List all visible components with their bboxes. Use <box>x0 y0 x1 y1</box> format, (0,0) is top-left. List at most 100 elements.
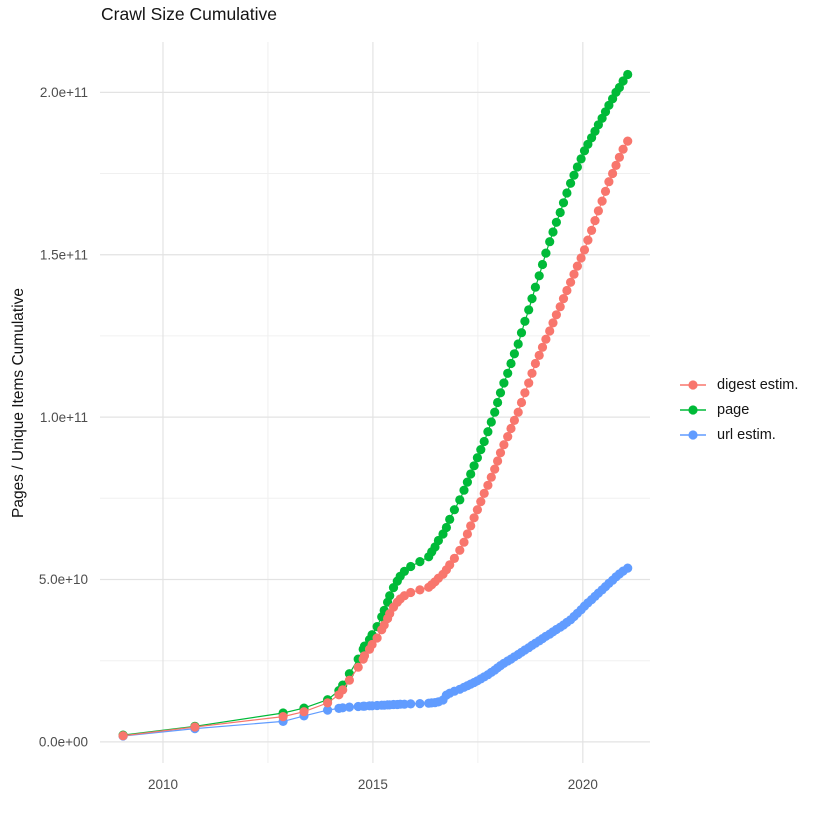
data-point <box>579 245 590 255</box>
data-point <box>623 136 633 146</box>
data-point <box>566 277 576 287</box>
legend-key-point <box>688 380 698 390</box>
data-point <box>493 397 503 408</box>
legend-label-url: url estim. <box>717 427 776 443</box>
chart-title: Crawl Size Cumulative <box>101 4 278 24</box>
legend-label-digest: digest estim. <box>717 377 799 393</box>
legend-label-page: page <box>717 402 750 418</box>
data-point <box>499 378 509 388</box>
data-point <box>462 477 472 487</box>
series-line <box>123 567 629 737</box>
legend-item-page: page <box>678 402 798 418</box>
data-point <box>520 388 530 398</box>
data-point <box>462 529 472 539</box>
y-tick-label: 1.5e+11 <box>40 247 88 262</box>
data-point <box>562 285 572 296</box>
legend-key-url-icon <box>680 430 706 440</box>
data-point <box>558 294 569 304</box>
data-point <box>415 585 425 595</box>
data-point <box>534 271 544 281</box>
data-point <box>449 505 459 515</box>
data-point <box>545 237 555 247</box>
y-tick-label: 2.0e+11 <box>40 85 88 100</box>
data-point <box>597 196 607 206</box>
data-point <box>190 722 200 732</box>
data-point <box>555 207 565 218</box>
data-point <box>455 495 465 505</box>
data-point <box>590 216 600 226</box>
data-point <box>445 514 455 525</box>
data-point <box>524 378 534 388</box>
data-point <box>495 448 506 458</box>
major-gridlines <box>100 42 650 763</box>
data-point <box>576 253 586 263</box>
data-point <box>472 453 482 463</box>
data-point <box>618 144 628 154</box>
data-point <box>520 316 530 326</box>
data-point <box>278 712 288 722</box>
data-point <box>572 261 583 271</box>
x-tick-label: 2010 <box>148 777 178 792</box>
data-point <box>541 248 551 258</box>
data-point <box>516 397 527 408</box>
data-point <box>623 69 633 80</box>
series-digest-estim <box>118 136 633 741</box>
data-point <box>608 168 618 179</box>
data-point <box>530 282 541 292</box>
data-point <box>299 707 309 717</box>
data-point <box>479 488 489 498</box>
data-point <box>583 235 593 245</box>
data-point <box>558 198 569 208</box>
x-axis-labels: 2010 2015 2020 <box>148 777 598 792</box>
data-point <box>493 456 503 466</box>
data-point <box>455 545 465 555</box>
data-point <box>415 557 425 567</box>
data-point <box>359 651 370 661</box>
data-point <box>469 461 479 471</box>
data-point <box>338 685 348 695</box>
x-tick-label: 2020 <box>568 777 598 792</box>
data-point <box>472 505 482 515</box>
data-point <box>495 388 506 398</box>
data-point <box>534 350 544 360</box>
data-point <box>509 415 519 425</box>
data-point <box>503 368 513 378</box>
data-point <box>486 417 496 427</box>
data-point <box>490 464 500 474</box>
legend-key-page-icon <box>680 405 706 415</box>
data-point <box>433 535 443 546</box>
data-point <box>527 368 537 378</box>
data-point <box>551 217 562 227</box>
legend-item-url-estim: url estim. <box>678 427 798 443</box>
data-point <box>509 349 519 359</box>
data-point <box>353 662 363 672</box>
data-point <box>611 160 621 170</box>
data-point <box>600 186 611 196</box>
data-point <box>385 591 395 601</box>
data-point <box>476 497 486 507</box>
data-point <box>604 177 614 187</box>
y-axis-title: Pages / Unique Items Cumulative <box>10 287 27 519</box>
data-point <box>406 587 416 598</box>
legend-key-point <box>688 405 698 415</box>
data-point <box>469 513 479 523</box>
data-point <box>572 162 583 172</box>
data-point <box>537 259 548 270</box>
data-point <box>569 269 579 279</box>
data-point <box>537 342 548 352</box>
data-point <box>118 731 128 741</box>
data-point <box>445 560 455 570</box>
y-axis-labels: 0.0e+00 5.0e+10 1.0e+11 1.5e+11 2.0e+11 <box>39 85 88 750</box>
data-point <box>587 225 597 235</box>
x-tick-label: 2015 <box>358 777 388 792</box>
data-point <box>476 445 486 455</box>
data-point <box>459 537 469 547</box>
data-point <box>503 432 513 442</box>
data-point <box>524 305 534 315</box>
data-point <box>483 427 493 437</box>
series-url-estim <box>118 563 633 741</box>
y-tick-label: 1.0e+11 <box>40 410 88 425</box>
data-point <box>513 407 523 417</box>
legend-key-digest-icon <box>680 380 706 390</box>
